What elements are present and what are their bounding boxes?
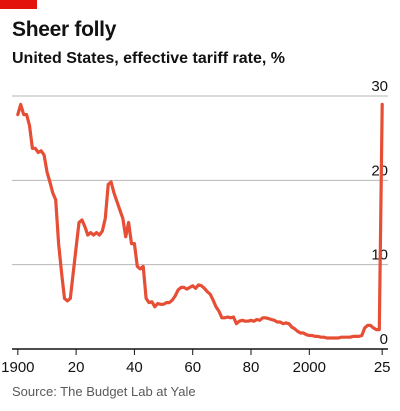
x-tick-label: 20: [68, 359, 85, 376]
chart-title: Sheer folly: [12, 18, 117, 41]
y-tick-label: 0: [380, 331, 388, 348]
x-tick-label: 80: [243, 359, 260, 376]
brand-tag-rect: [0, 0, 37, 9]
x-tick-labels: 1900 20 40 60 80 2000 25: [1, 359, 390, 376]
series-layer: [16, 102, 384, 340]
x-tick-label: 25: [374, 359, 391, 376]
source-note: Source: The Budget Lab at Yale: [12, 384, 196, 399]
x-tick-label: 1900: [1, 359, 34, 376]
series-line-tariff-rate: [16, 102, 384, 340]
chart-subtitle: United States, effective tariff rate, %: [12, 50, 285, 67]
brand-tag: [0, 0, 37, 9]
x-tick-label: 2000: [293, 359, 326, 376]
x-tick-label: 40: [126, 359, 143, 376]
gridlines: [12, 95, 388, 355]
y-tick-label: 20: [371, 162, 388, 179]
y-tick-label: 30: [371, 78, 388, 95]
x-tick-label: 60: [184, 359, 201, 376]
